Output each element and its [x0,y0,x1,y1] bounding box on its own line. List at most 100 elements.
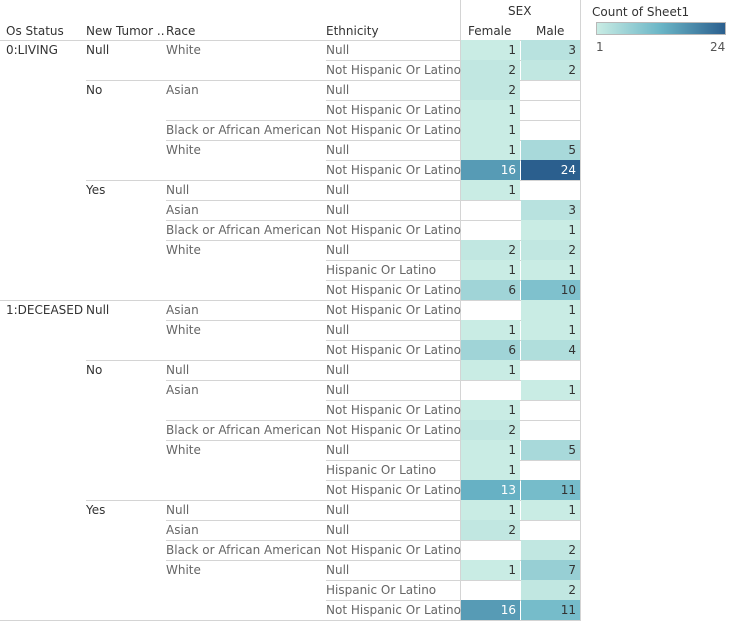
heatmap-cell-female[interactable]: 1 [461,360,520,380]
heatmap-cell-male[interactable]: 2 [521,540,580,560]
row-divider [86,500,580,501]
row-divider [326,480,580,481]
row-divider [166,440,580,441]
race-label: Asian [166,83,199,97]
column-header-female[interactable]: Female [468,24,512,38]
row-divider [166,420,580,421]
ethnicity-label: Not Hispanic Or Latino [326,103,461,117]
race-label: Black or African American [166,543,322,557]
heatmap-cell-male[interactable]: 3 [521,40,580,60]
heatmap-cell-male[interactable]: 4 [521,340,580,360]
ethnicity-label: Null [326,143,350,157]
race-label: White [166,43,201,57]
heatmap-cell-male[interactable]: 2 [521,580,580,600]
legend-title: Count of Sheet1 [592,5,690,19]
heatmap-cell-male[interactable]: 11 [521,600,580,620]
column-header-sex[interactable]: SEX [508,4,532,18]
ethnicity-label: Not Hispanic Or Latino [326,343,461,357]
ethnicity-label: Null [326,243,350,257]
ethnicity-label: Null [326,183,350,197]
new-tumor-label: Yes [86,183,106,197]
heatmap-cell-male[interactable]: 1 [521,300,580,320]
race-label: White [166,323,201,337]
column-header-os-status[interactable]: Os Status [6,24,64,38]
os-status-label: 1:DECEASED [6,303,84,317]
heatmap-cell-male[interactable]: 5 [521,140,580,160]
row-divider [326,280,580,281]
ethnicity-label: Null [326,383,350,397]
row-divider [326,580,580,581]
heatmap-cell-female[interactable]: 1 [461,260,520,280]
heatmap-cell-female[interactable]: 6 [461,280,520,300]
heatmap-cell-female[interactable]: 1 [461,440,520,460]
heatmap-cell-female[interactable]: 1 [461,560,520,580]
column-header-new-tumor[interactable]: New Tumor .. [86,24,165,38]
ethnicity-label: Not Hispanic Or Latino [326,283,461,297]
heatmap-cell-male[interactable]: 1 [521,220,580,240]
heatmap-cell-male[interactable]: 2 [521,240,580,260]
heatmap-cell-female[interactable]: 2 [461,520,520,540]
column-header-race[interactable]: Race [166,24,196,38]
race-label: White [166,443,201,457]
row-divider [326,160,580,161]
race-label: White [166,243,201,257]
heatmap-cell-female[interactable]: 1 [461,460,520,480]
race-label: Black or African American [166,123,322,137]
heatmap-cell-female[interactable]: 13 [461,480,520,500]
race-label: White [166,143,201,157]
heatmap-cell-female[interactable]: 1 [461,180,520,200]
race-label: Black or African American [166,223,322,237]
heatmap-cell-male[interactable]: 24 [521,160,580,180]
column-header-male[interactable]: Male [536,24,565,38]
new-tumor-label: Null [86,303,110,317]
ethnicity-label: Null [326,503,350,517]
race-label: Asian [166,523,199,537]
heatmap-cell-female[interactable]: 1 [461,400,520,420]
row-divider [166,240,580,241]
heatmap-cell-female[interactable]: 1 [461,100,520,120]
row-divider [166,120,580,121]
heatmap-cell-female[interactable]: 2 [461,240,520,260]
new-tumor-label: Null [86,43,110,57]
ethnicity-label: Null [326,203,350,217]
heatmap-cell-female[interactable]: 1 [461,120,520,140]
race-label: Null [166,363,190,377]
heatmap-cell-male[interactable]: 1 [521,260,580,280]
ethnicity-label: Not Hispanic Or Latino [326,63,461,77]
heatmap-cell-female[interactable]: 1 [461,500,520,520]
heatmap-cell-female[interactable]: 16 [461,160,520,180]
heatmap-cell-male[interactable]: 11 [521,480,580,500]
new-tumor-label: No [86,363,103,377]
heatmap-cell-male[interactable]: 1 [521,380,580,400]
ethnicity-label: Null [326,443,350,457]
new-tumor-label: No [86,83,103,97]
row-divider [326,400,580,401]
heatmap-cell-male[interactable]: 7 [521,560,580,580]
heatmap-cell-male[interactable]: 1 [521,500,580,520]
heatmap-cell-female[interactable]: 1 [461,320,520,340]
ethnicity-label: Hispanic Or Latino [326,463,437,477]
heatmap-cell-male[interactable]: 1 [521,320,580,340]
heatmap-cell-male[interactable]: 2 [521,60,580,80]
ethnicity-label: Null [326,363,350,377]
heatmap-cell-female[interactable]: 1 [461,140,520,160]
heatmap-cell-female[interactable]: 1 [461,40,520,60]
heatmap-cell-female[interactable]: 2 [461,60,520,80]
heatmap-cell-male[interactable]: 10 [521,280,580,300]
legend-min-label: 1 [596,40,604,54]
heatmap-cell-female[interactable]: 6 [461,340,520,360]
row-divider [166,220,580,221]
sex-column-right-divider [580,0,581,621]
heatmap-cell-male[interactable]: 5 [521,440,580,460]
ethnicity-label: Not Hispanic Or Latino [326,223,461,237]
ethnicity-label: Not Hispanic Or Latino [326,543,461,557]
row-divider [86,360,580,361]
heatmap-cell-male[interactable]: 3 [521,200,580,220]
heatmap-cell-female[interactable]: 2 [461,80,520,100]
legend-color-ramp[interactable] [596,22,726,35]
column-header-ethnicity[interactable]: Ethnicity [326,24,379,38]
row-divider [326,100,580,101]
heatmap-cell-female[interactable]: 16 [461,600,520,620]
row-divider [0,300,580,301]
heatmap-cell-female[interactable]: 2 [461,420,520,440]
